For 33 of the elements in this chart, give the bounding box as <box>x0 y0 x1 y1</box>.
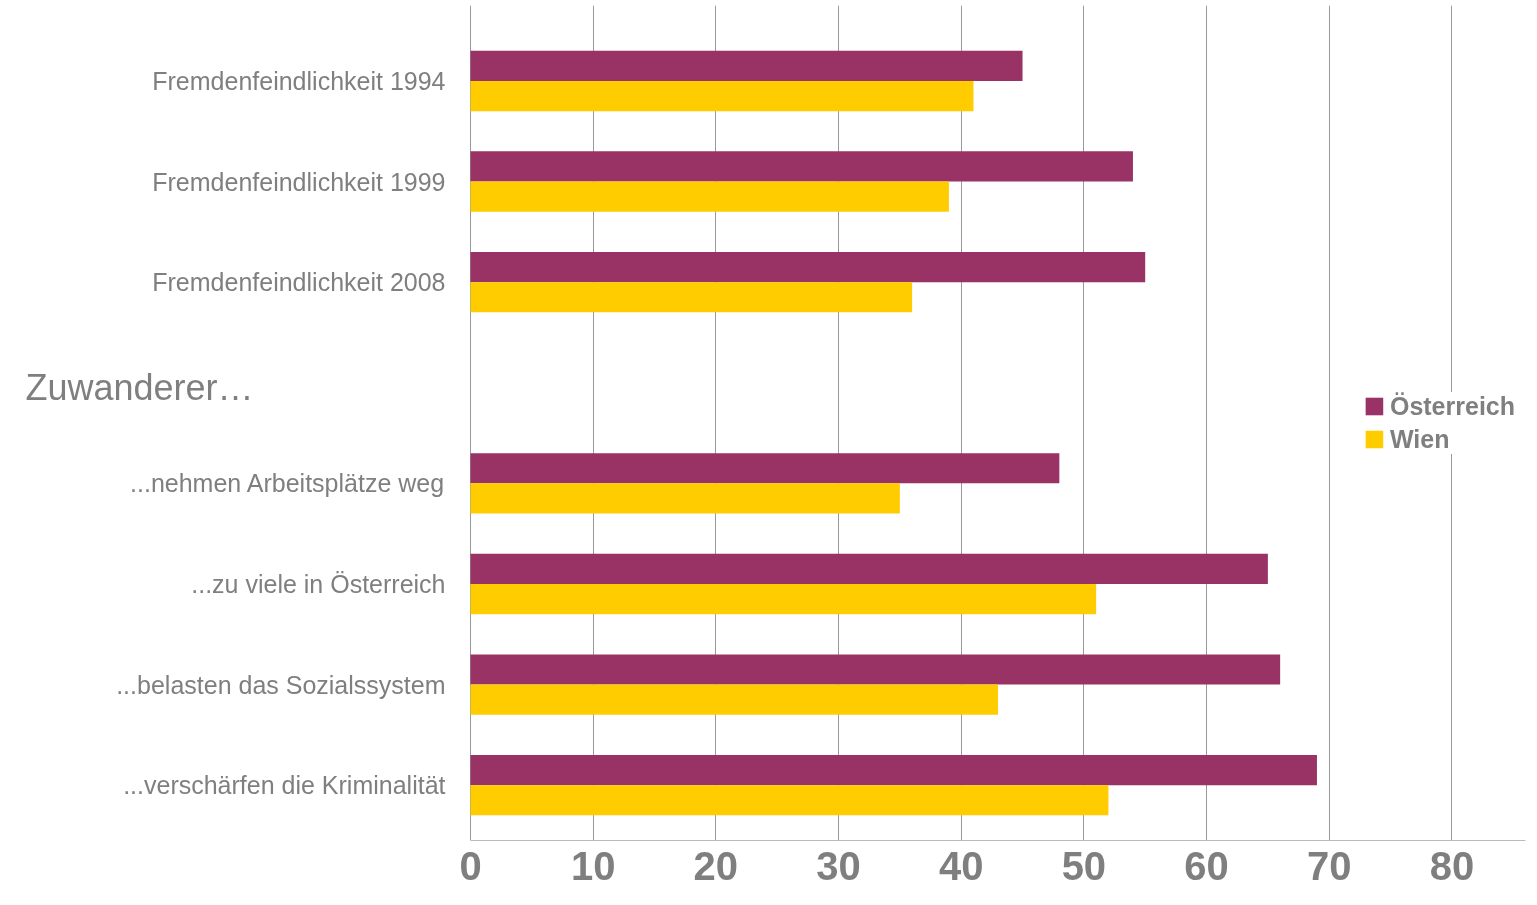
bar <box>470 483 900 514</box>
x-tick-label: 30 <box>816 843 861 888</box>
x-tick-label: 70 <box>1306 843 1352 888</box>
y-tick-label: ...verschärfen die Kriminalität <box>123 771 446 800</box>
legend-label: Wien <box>1389 424 1450 454</box>
y-tick-label: ...nehmen Arbeitsplätze weg <box>130 469 445 498</box>
bar <box>470 754 1317 786</box>
x-tick-label: 10 <box>570 843 616 888</box>
x-tick-label: 20 <box>693 843 739 888</box>
bar <box>470 453 1060 484</box>
bar <box>470 684 998 715</box>
y-tick-label: Fremdenfeindlichkeit 2008 <box>152 268 446 297</box>
bar <box>470 282 913 313</box>
y-tick-label: Fremdenfeindlichkeit 1999 <box>152 167 446 196</box>
bar <box>470 151 1133 182</box>
x-tick-label: 80 <box>1429 843 1475 888</box>
y-tick-label: Fremdenfeindlichkeit 1994 <box>152 66 446 95</box>
x-tick-label: 60 <box>1184 843 1229 888</box>
x-tick-label: 40 <box>938 843 984 888</box>
text: Zuwanderer… <box>25 367 254 409</box>
bar <box>470 654 1281 685</box>
legend-label: Österreich <box>1389 391 1515 421</box>
bar <box>470 785 1109 816</box>
bar <box>470 251 1146 283</box>
bar <box>470 583 1097 615</box>
bar <box>470 553 1268 584</box>
bar <box>470 181 949 212</box>
bar <box>470 50 1023 81</box>
y-tick-label: ...belasten das Sozialssystem <box>116 670 446 699</box>
y-tick-label: ...zu viele in Österreich <box>191 569 446 598</box>
x-tick-label: 50 <box>1061 843 1107 888</box>
bar <box>470 80 974 112</box>
x-tick-label: 0 <box>459 843 482 888</box>
